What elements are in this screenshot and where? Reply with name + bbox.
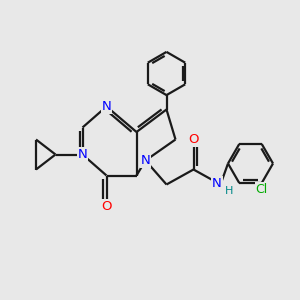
Text: N: N — [78, 148, 87, 161]
Text: O: O — [188, 133, 199, 146]
Text: N: N — [141, 154, 150, 167]
Text: H: H — [225, 186, 233, 196]
Text: N: N — [212, 177, 222, 190]
Text: N: N — [102, 100, 111, 113]
Text: Cl: Cl — [256, 183, 268, 196]
Text: O: O — [101, 200, 112, 214]
